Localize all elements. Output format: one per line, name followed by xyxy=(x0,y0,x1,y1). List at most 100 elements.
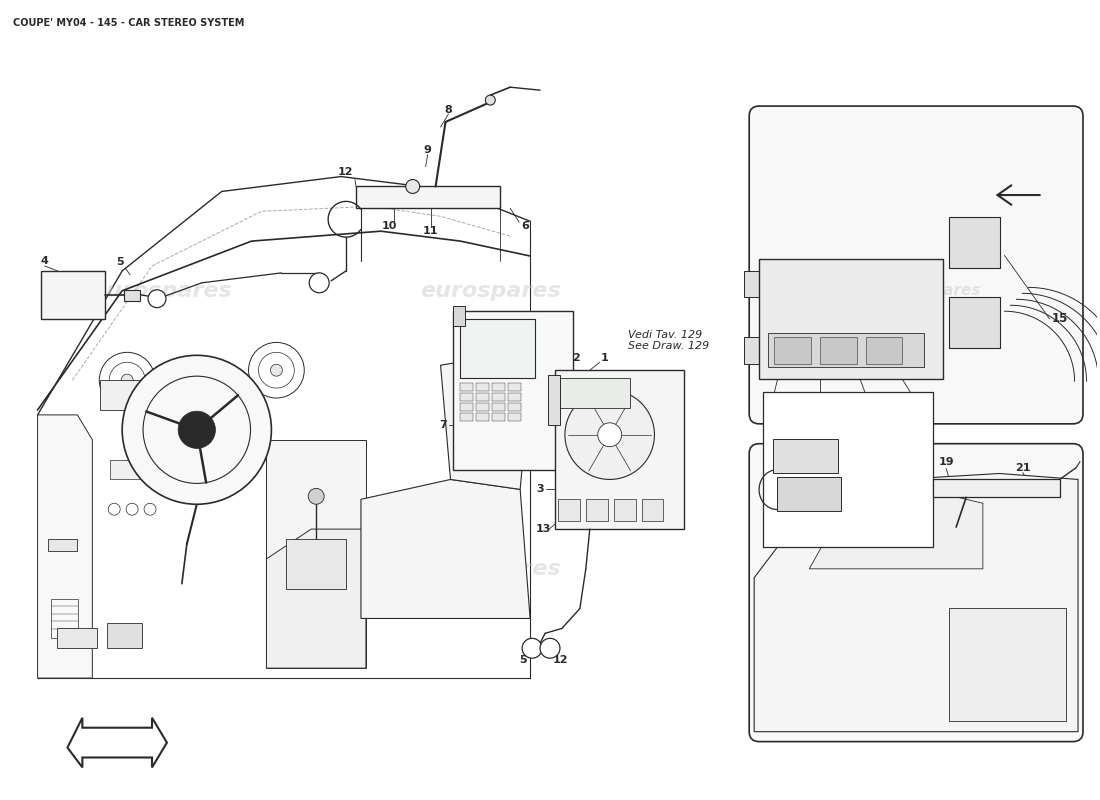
Bar xyxy=(560,378,629,408)
Text: 8: 8 xyxy=(444,105,452,115)
Bar xyxy=(548,375,560,425)
Text: 22: 22 xyxy=(865,414,882,426)
Text: 17: 17 xyxy=(858,394,873,408)
Bar xyxy=(493,383,505,391)
Polygon shape xyxy=(37,415,92,678)
Bar xyxy=(493,403,505,411)
Bar xyxy=(493,393,505,401)
Bar xyxy=(641,499,663,521)
Circle shape xyxy=(308,488,324,504)
Text: 5: 5 xyxy=(117,257,124,267)
Bar xyxy=(949,607,1066,721)
Bar xyxy=(745,337,759,364)
Bar xyxy=(461,403,473,411)
Text: A: A xyxy=(317,280,322,286)
Circle shape xyxy=(565,390,654,479)
Text: 21: 21 xyxy=(1015,462,1031,473)
Bar xyxy=(866,337,902,364)
Circle shape xyxy=(122,355,272,504)
Bar xyxy=(57,629,97,648)
Bar xyxy=(286,539,346,589)
Text: 12: 12 xyxy=(552,655,568,665)
Bar xyxy=(356,186,500,208)
Text: 14: 14 xyxy=(766,394,782,408)
Text: eurospares: eurospares xyxy=(91,281,232,301)
Bar xyxy=(556,370,684,529)
Text: 11: 11 xyxy=(422,226,439,236)
Text: 6: 6 xyxy=(521,222,529,231)
Text: 10: 10 xyxy=(382,222,397,231)
Bar xyxy=(777,478,842,511)
Text: eurospares: eurospares xyxy=(816,659,921,677)
Text: Vedi Tav. 129
See Draw. 129: Vedi Tav. 129 See Draw. 129 xyxy=(628,330,708,351)
Bar xyxy=(763,392,933,547)
Bar xyxy=(476,383,490,391)
Text: 7: 7 xyxy=(440,420,448,430)
Bar xyxy=(51,598,78,638)
Text: 4: 4 xyxy=(41,256,48,266)
Bar xyxy=(508,383,521,391)
Circle shape xyxy=(178,411,216,449)
Bar xyxy=(476,413,490,421)
Bar xyxy=(774,337,811,364)
FancyBboxPatch shape xyxy=(749,106,1084,424)
Bar xyxy=(614,499,636,521)
Text: eurospares: eurospares xyxy=(816,342,921,359)
Text: 18: 18 xyxy=(903,394,920,408)
Bar xyxy=(949,218,1000,268)
Bar xyxy=(933,479,1059,498)
Circle shape xyxy=(485,95,495,105)
Bar xyxy=(493,413,505,421)
Text: 13: 13 xyxy=(536,524,551,534)
Circle shape xyxy=(271,364,283,376)
Bar xyxy=(508,403,521,411)
Polygon shape xyxy=(266,529,366,668)
Bar xyxy=(773,438,838,473)
FancyBboxPatch shape xyxy=(749,444,1084,742)
Bar xyxy=(100,380,145,410)
Bar xyxy=(110,459,140,479)
Bar xyxy=(124,290,140,301)
Polygon shape xyxy=(67,718,167,767)
Circle shape xyxy=(309,273,329,293)
Text: B: B xyxy=(548,646,552,651)
Text: eurospares: eurospares xyxy=(884,630,981,645)
Bar xyxy=(476,403,490,411)
Bar xyxy=(461,413,473,421)
Bar xyxy=(586,499,607,521)
Text: 9: 9 xyxy=(424,145,431,154)
Bar xyxy=(461,393,473,401)
Circle shape xyxy=(121,374,133,386)
Bar xyxy=(461,318,535,378)
Bar xyxy=(47,539,77,551)
Bar xyxy=(107,623,142,648)
Text: eurospares: eurospares xyxy=(884,283,981,298)
Text: 5: 5 xyxy=(519,655,527,665)
Circle shape xyxy=(522,638,542,658)
Circle shape xyxy=(148,290,166,308)
Bar xyxy=(508,413,521,421)
Bar xyxy=(266,440,366,668)
Text: 3: 3 xyxy=(536,484,543,494)
Text: 16: 16 xyxy=(812,394,828,408)
Bar xyxy=(949,297,1000,347)
Bar xyxy=(453,306,465,326)
Bar xyxy=(453,310,573,470)
Text: 20: 20 xyxy=(1058,481,1074,490)
Text: 19: 19 xyxy=(938,457,954,466)
Bar xyxy=(476,393,490,401)
Bar xyxy=(745,270,759,298)
Bar xyxy=(769,334,924,367)
Bar xyxy=(41,271,106,318)
Text: 2: 2 xyxy=(572,354,580,363)
Text: Vale per J
Valid for J: Vale per J Valid for J xyxy=(818,554,871,576)
Text: 15: 15 xyxy=(1052,313,1068,326)
Text: A: A xyxy=(529,646,535,651)
Text: eurospares: eurospares xyxy=(420,559,561,579)
Polygon shape xyxy=(755,474,1078,732)
Text: COUPE' MY04 - 145 - CAR STEREO SYSTEM: COUPE' MY04 - 145 - CAR STEREO SYSTEM xyxy=(13,18,244,28)
Text: B: B xyxy=(154,296,160,302)
Text: 12: 12 xyxy=(338,166,353,177)
Bar xyxy=(820,337,857,364)
Bar xyxy=(461,383,473,391)
